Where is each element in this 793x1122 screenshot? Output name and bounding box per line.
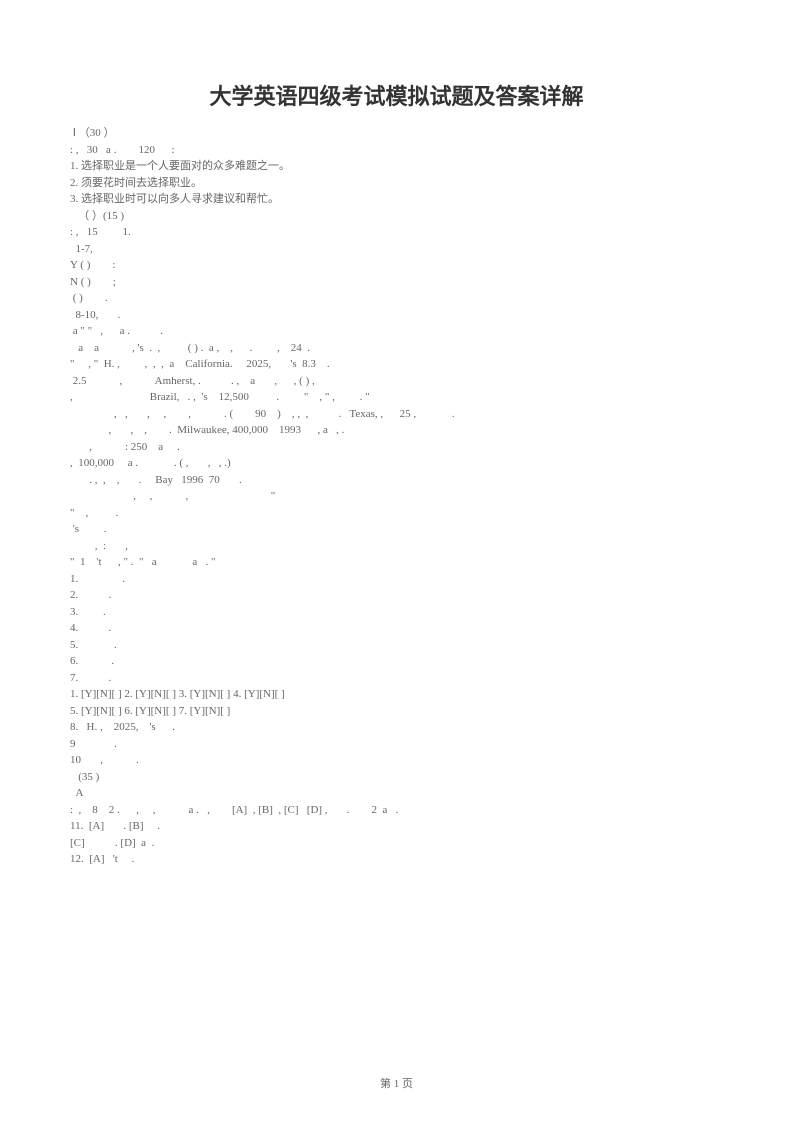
body-line: Ⅰ （30 ）: [70, 125, 723, 142]
body-line: , Brazil, . , 's 12,500 . " , " , . ": [70, 389, 723, 406]
body-line: " , " H. , , , , a California. 2025, 's …: [70, 356, 723, 373]
body-line: , : ,: [70, 538, 723, 555]
body-line: " , .: [70, 505, 723, 522]
body-line: ( ) .: [70, 290, 723, 307]
body-line: 1. .: [70, 571, 723, 588]
body-line: 7. .: [70, 670, 723, 687]
body-line: 1-7,: [70, 241, 723, 258]
body-line: N ( ) ;: [70, 274, 723, 291]
body-line: a " " , a . .: [70, 323, 723, 340]
body-line: Y ( ) :: [70, 257, 723, 274]
body-line: : , 15 1.: [70, 224, 723, 241]
body-line: , , , . Milwaukee, 400,000 1993 , a , .: [70, 422, 723, 439]
body-line: 11. [A] . [B] .: [70, 818, 723, 835]
body-line: 1. [Y][N][ ] 2. [Y][N][ ] 3. [Y][N][ ] 4…: [70, 686, 723, 703]
body-line: [C] . [D] a .: [70, 835, 723, 852]
body-line: : , 8 2 . , , a . , [A] , [B] , [C] [D] …: [70, 802, 723, 819]
body-line: , : 250 a .: [70, 439, 723, 456]
body-line: 8-10, .: [70, 307, 723, 324]
body-line: 2.5 , Amherst, . . , a , , ( ) ,: [70, 373, 723, 390]
body-line: （ ）(15 ): [70, 208, 723, 225]
body-line: , , , , , . ( 90 ) , , , . Texas, , 25 ,…: [70, 406, 723, 423]
body-line: 5. .: [70, 637, 723, 654]
body-line: 4. .: [70, 620, 723, 637]
body-line: A: [70, 785, 723, 802]
body-line: 12. [A] 't .: [70, 851, 723, 868]
body-line: . , , , . Bay 1996 70 .: [70, 472, 723, 489]
body-line: 1. 选择职业是一个人要面对的众多难题之一。: [70, 158, 723, 175]
body-line: : , 30 a . 120 :: [70, 142, 723, 159]
body-line: 3. 选择职业时可以向多人寻求建议和帮忙。: [70, 191, 723, 208]
page-footer: 第 1 页: [0, 1076, 793, 1093]
body-line: 10 , .: [70, 752, 723, 769]
body-line: 2. 须要花时间去选择职业。: [70, 175, 723, 192]
body-line: 8. H. , 2025, 's .: [70, 719, 723, 736]
body-line: 's .: [70, 521, 723, 538]
body-line: 5. [Y][N][ ] 6. [Y][N][ ] 7. [Y][N][ ]: [70, 703, 723, 720]
body-line: 2. .: [70, 587, 723, 604]
body-line: , 100,000 a . . ( , , , .): [70, 455, 723, 472]
body-line: a a , 's . , ( ) . a , , . , 24 .: [70, 340, 723, 357]
body-line: 6. .: [70, 653, 723, 670]
body-line: " 1 't , " . " a a . ": [70, 554, 723, 571]
body-line: 3. .: [70, 604, 723, 621]
body-line: , , , ": [70, 488, 723, 505]
body-line: 9 .: [70, 736, 723, 753]
document-title: 大学英语四级考试模拟试题及答案详解: [70, 80, 723, 113]
body-line: (35 ): [70, 769, 723, 786]
